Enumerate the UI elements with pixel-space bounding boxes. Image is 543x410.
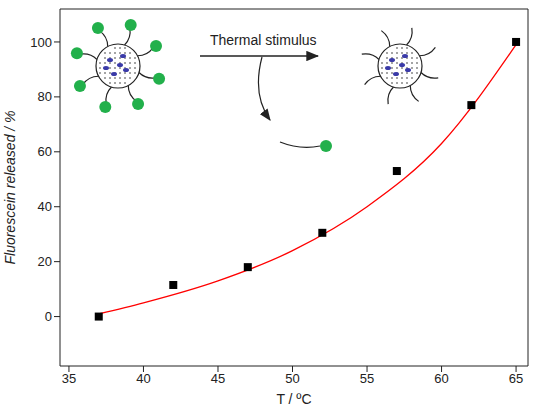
svg-text:60: 60 xyxy=(38,144,52,159)
svg-text:Thermal stimulus: Thermal stimulus xyxy=(210,32,317,48)
svg-text:45: 45 xyxy=(211,371,225,386)
svg-text:80: 80 xyxy=(38,89,52,104)
svg-text:100: 100 xyxy=(30,35,52,50)
svg-text:60: 60 xyxy=(434,371,448,386)
svg-text:0: 0 xyxy=(45,309,52,324)
svg-text:T / ºC: T / ºC xyxy=(276,391,311,407)
svg-text:Fluorescein released / %: Fluorescein released / % xyxy=(2,110,18,264)
svg-text:55: 55 xyxy=(360,371,374,386)
svg-text:40: 40 xyxy=(136,371,150,386)
svg-text:65: 65 xyxy=(509,371,523,386)
svg-text:35: 35 xyxy=(62,371,76,386)
svg-text:50: 50 xyxy=(285,371,299,386)
svg-text:40: 40 xyxy=(38,199,52,214)
svg-text:20: 20 xyxy=(38,254,52,269)
